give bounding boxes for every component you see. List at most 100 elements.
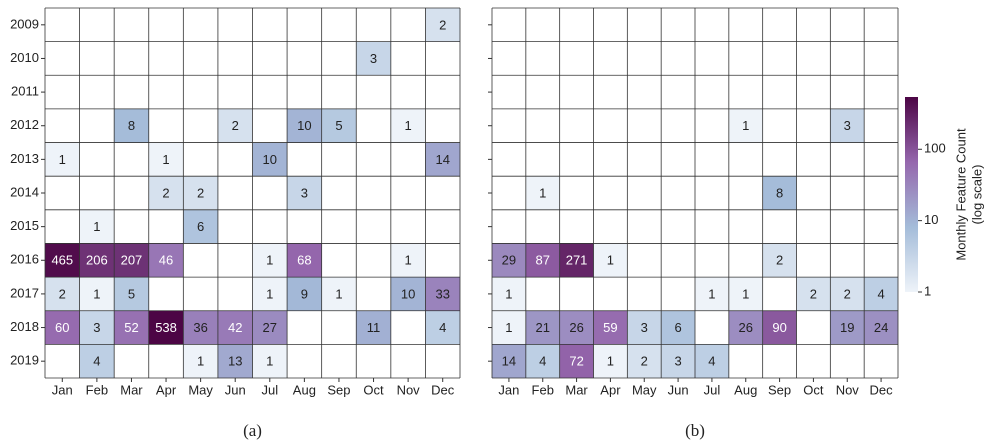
heat-cell [695,344,729,378]
cell-label: 1 [742,286,749,301]
heat-cell [45,277,80,311]
x-tick-label: Jun [225,382,246,397]
x-tick-label: Jul [261,382,278,397]
cell-label: 26 [739,320,753,335]
y-tick-label: 2012 [10,117,39,132]
heat-cell [79,310,115,345]
x-tick-label: May [632,382,657,397]
cell-label: 60 [55,320,69,335]
heat-cell [148,142,184,177]
heat-cell [321,277,357,311]
y-tick-label: 2017 [10,285,39,300]
colorbar [905,97,918,292]
heat-cell [559,243,594,278]
cell-label: 1 [607,354,614,369]
heat-cell [148,176,184,210]
cell-label: 6 [197,219,204,234]
heat-cell [252,277,288,311]
cell-label: 19 [840,320,854,335]
heat-cell [661,344,695,378]
heat-cell [830,108,865,143]
cell-label: 2 [810,286,817,301]
heat-cell [252,344,288,378]
heat-cell [864,277,898,311]
cell-label: 10 [263,152,277,167]
heat-cell [728,310,763,345]
heat-cell [830,277,865,311]
cell-label: 68 [297,253,311,268]
heat-cell [183,310,218,345]
cell-label: 3 [844,118,851,133]
heat-cell [627,310,662,345]
heat-cell [287,108,322,143]
heat-cell [525,176,560,210]
heat-cell [525,344,560,378]
x-tick-label: Jun [668,382,689,397]
heat-cell [252,142,288,177]
heat-cell [796,277,831,311]
cell-label: 2 [232,118,239,133]
heat-cell [492,277,526,311]
cell-label: 271 [566,253,588,268]
colorbar-title: Monthly Feature Count [953,128,968,261]
cell-label: 2 [59,286,66,301]
cell-label: 52 [124,320,138,335]
y-tick-label: 2011 [11,84,39,99]
cell-label: 5 [335,118,342,133]
heat-cell [148,243,184,278]
cell-label: 1 [162,152,169,167]
heat-cell [183,176,218,210]
heat-cell [661,310,695,345]
cell-label: 2 [162,185,169,200]
heat-cell [830,310,865,345]
x-tick-label: Feb [532,382,554,397]
x-tick-label: Jan [52,382,73,397]
cell-label: 9 [301,286,308,301]
cell-label: 8 [128,118,135,133]
heat-cell [217,310,253,345]
heat-cell [390,108,426,143]
cell-label: 1 [266,253,273,268]
x-tick-label: Mar [120,382,143,397]
x-tick-label: Mar [565,382,588,397]
heat-cell [525,243,560,278]
heat-cell [559,310,594,345]
colorbar-tick-label: 100 [924,141,946,156]
x-tick-label: Aug [734,382,757,397]
cell-label: 24 [874,320,888,335]
cell-label: 1 [335,286,342,301]
colorbar-tick-label: 1 [924,283,931,298]
cell-label: 1 [93,219,100,234]
heat-cell [114,277,149,311]
heat-cell [287,277,322,311]
cell-label: 29 [502,253,516,268]
heat-cell [425,142,460,177]
heat-cell [217,344,253,378]
x-tick-label: Apr [156,382,177,397]
cell-label: 1 [505,286,512,301]
heat-cell [525,310,560,345]
cell-label: 14 [435,152,449,167]
panel-label: (a) [243,421,262,440]
x-tick-label: Dec [431,382,455,397]
panel-label: (b) [685,421,705,440]
heat-cell [559,344,594,378]
cell-label: 36 [193,320,207,335]
cell-label: 10 [401,286,415,301]
cell-label: 1 [405,253,412,268]
cell-label: 1 [607,253,614,268]
x-tick-label: Dec [870,382,894,397]
heat-cell [593,344,628,378]
cell-label: 2 [439,17,446,32]
heat-cell [356,41,391,76]
heat-cell [321,108,357,143]
heat-cell [183,209,218,244]
heat-cell [627,344,662,378]
heat-cell [695,277,729,311]
heat-cell [390,243,426,278]
cell-label: 1 [505,320,512,335]
heat-cell [287,243,322,278]
x-tick-label: May [188,382,213,397]
x-tick-label: Jan [498,382,519,397]
